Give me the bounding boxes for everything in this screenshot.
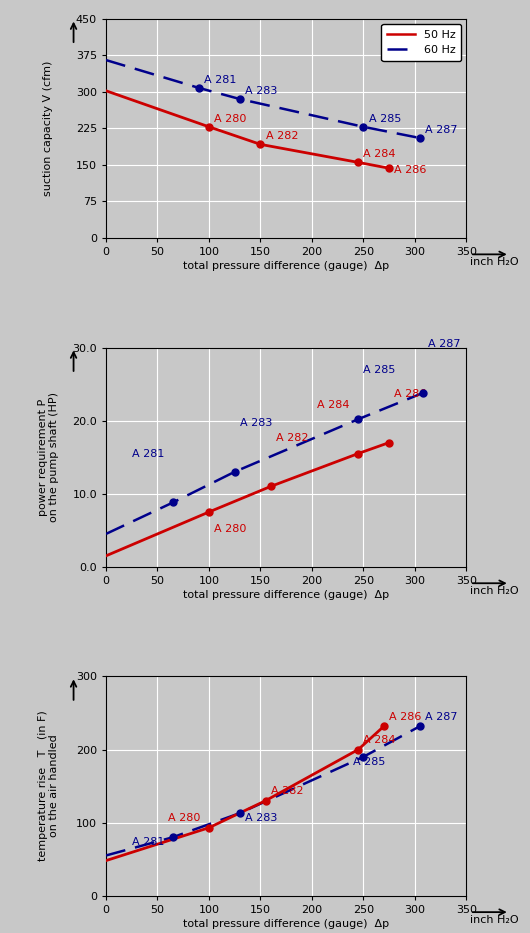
Text: A 283: A 283 [245,814,277,823]
Text: A 285: A 285 [368,114,401,124]
Text: A 284: A 284 [364,149,396,160]
Text: A 285: A 285 [364,366,396,375]
Text: A 286: A 286 [394,165,427,175]
Text: A 281: A 281 [132,838,164,847]
Text: A 287: A 287 [428,339,461,349]
Text: A 281: A 281 [204,75,236,85]
Text: A 286: A 286 [394,389,427,398]
Text: A 281: A 281 [132,449,164,459]
Text: A 283: A 283 [240,418,272,428]
Text: A 280: A 280 [168,814,200,823]
Text: temperature rise   T   (in F)
on the air handled: temperature rise T (in F) on the air han… [38,711,59,861]
X-axis label: total pressure difference (gauge)  Δp: total pressure difference (gauge) Δp [183,261,389,272]
Text: inch H₂O: inch H₂O [470,257,519,267]
Text: inch H₂O: inch H₂O [470,914,519,925]
Text: A 287: A 287 [425,125,458,135]
Text: suction capacity V (cfm): suction capacity V (cfm) [43,61,54,196]
Text: A 280: A 280 [214,114,246,124]
Text: A 284: A 284 [317,399,350,410]
Text: A 282: A 282 [271,787,303,796]
Text: A 284: A 284 [364,735,396,745]
Text: A 282: A 282 [276,433,308,442]
Text: A 283: A 283 [245,86,277,96]
Text: inch H₂O: inch H₂O [470,586,519,596]
X-axis label: total pressure difference (gauge)  Δp: total pressure difference (gauge) Δp [183,590,389,600]
Text: A 280: A 280 [214,524,246,534]
Text: A 286: A 286 [389,712,421,722]
Text: power requirement P
on the pump shaft (HP): power requirement P on the pump shaft (H… [38,392,59,522]
Text: A 282: A 282 [266,132,298,142]
Text: A 285: A 285 [353,757,385,767]
X-axis label: total pressure difference (gauge)  Δp: total pressure difference (gauge) Δp [183,919,389,929]
Text: A 287: A 287 [425,712,458,722]
Legend: 50 Hz, 60 Hz: 50 Hz, 60 Hz [381,24,461,61]
